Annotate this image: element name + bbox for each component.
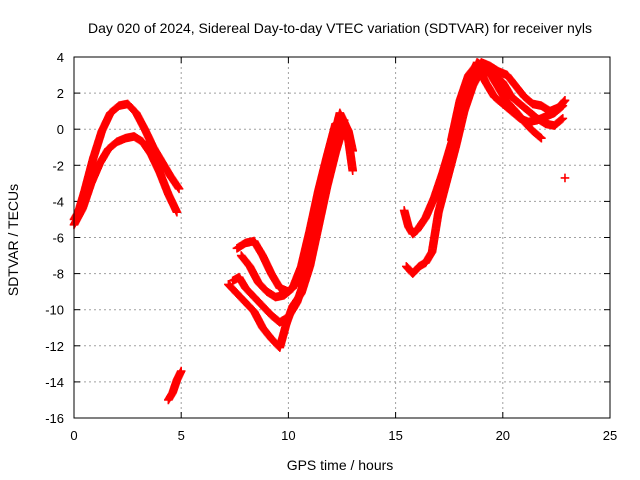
y-tick-label: -10 bbox=[45, 303, 64, 318]
x-tick-label: 0 bbox=[70, 428, 77, 443]
series-arc-2-c bbox=[224, 119, 349, 352]
data-point bbox=[339, 115, 349, 125]
y-tick-label: -12 bbox=[45, 339, 64, 354]
data-point bbox=[348, 146, 358, 156]
data-point bbox=[174, 184, 184, 194]
data-point bbox=[557, 114, 567, 124]
series-outlier bbox=[560, 173, 570, 183]
chart-title: Day 020 of 2024, Sidereal Day-to-day VTE… bbox=[88, 20, 592, 36]
x-tick-label: 15 bbox=[388, 428, 402, 443]
y-tick-label: -6 bbox=[52, 231, 64, 246]
x-tick-label: 25 bbox=[603, 428, 617, 443]
y-tick-label: -8 bbox=[52, 267, 64, 282]
data-point bbox=[172, 207, 182, 217]
x-tick-label: 5 bbox=[178, 428, 185, 443]
series-arc-3-d bbox=[459, 58, 570, 116]
grid bbox=[74, 57, 610, 418]
series-arc-2-d bbox=[236, 115, 349, 302]
data-point bbox=[559, 96, 569, 106]
plot-frame bbox=[73, 56, 611, 419]
x-axis-label: GPS time / hours bbox=[287, 457, 394, 473]
data-point bbox=[536, 133, 545, 142]
data-point bbox=[560, 173, 570, 183]
x-tick-label: 10 bbox=[281, 428, 295, 443]
data-series bbox=[69, 58, 570, 405]
x-tick-label: 20 bbox=[496, 428, 510, 443]
series-arc-1-late bbox=[164, 366, 186, 405]
data-point bbox=[560, 96, 570, 105]
y-tick-label: 0 bbox=[57, 122, 64, 137]
y-tick-label: 2 bbox=[57, 86, 64, 101]
y-tick-label: -2 bbox=[52, 158, 64, 173]
data-point bbox=[348, 166, 358, 176]
data-point bbox=[537, 133, 546, 143]
data-point bbox=[176, 366, 186, 376]
series-arc-1-lower bbox=[69, 132, 182, 230]
data-point bbox=[558, 114, 568, 123]
y-tick-label: -4 bbox=[52, 194, 64, 209]
y-tick-label: -14 bbox=[45, 375, 64, 390]
y-tick-label: 4 bbox=[57, 50, 64, 65]
y-tick-label: -16 bbox=[45, 411, 64, 426]
y-axis-label: SDTVAR / TECUs bbox=[5, 184, 21, 296]
